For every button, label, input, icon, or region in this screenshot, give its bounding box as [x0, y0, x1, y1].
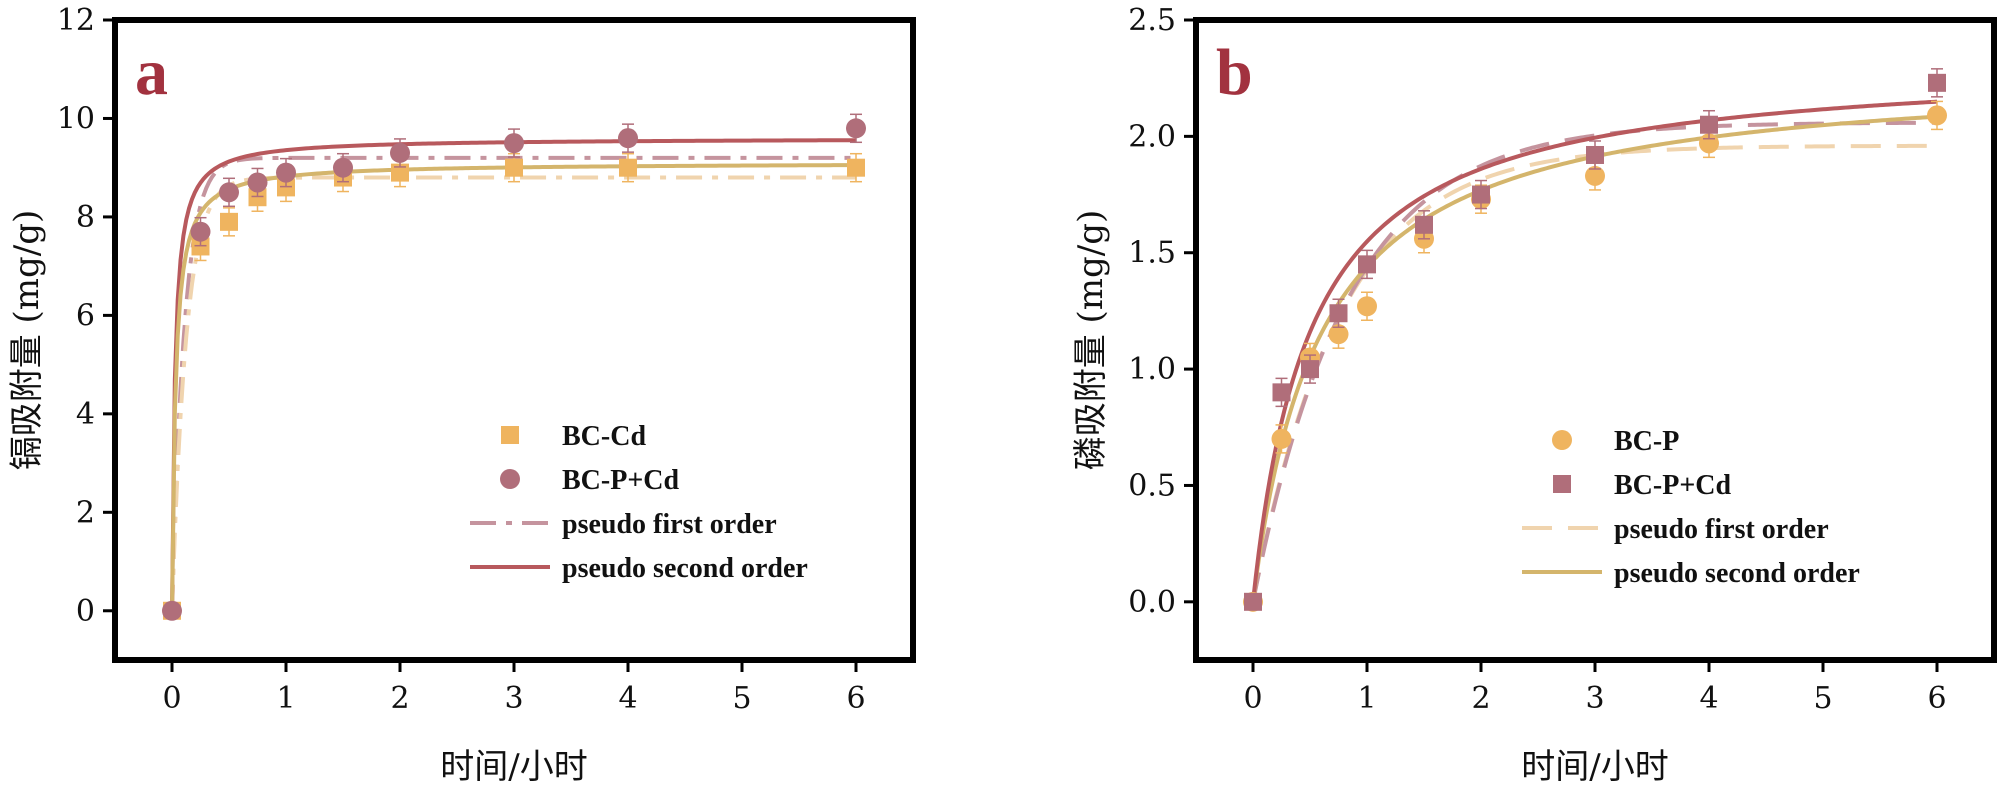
data-point-circle: [390, 142, 410, 163]
legend-label: pseudo first order: [562, 509, 777, 540]
y-axis-title: 磷吸附量 (mg/g): [1071, 210, 1111, 471]
data-point-circle: [190, 221, 211, 242]
data-point-square: [191, 237, 210, 256]
y-tick-label: 2.0: [1128, 119, 1176, 154]
panel-label: a: [135, 36, 168, 109]
legend-label: BC-P: [1614, 426, 1679, 457]
legend-label: BC-P+Cd: [562, 465, 680, 496]
y-tick-label: 0: [76, 594, 95, 629]
legend-marker-circle: [1552, 430, 1572, 450]
fit-curve-5: [1251, 99, 1938, 603]
y-tick-label: 1.0: [1128, 352, 1176, 387]
data-point-circle: [1271, 428, 1292, 449]
data-point-circle: [276, 162, 296, 183]
legend-label: pseudo second order: [1614, 558, 1860, 589]
plot-area: [1243, 68, 1947, 612]
fit-curve-2: [170, 155, 856, 611]
data-point-circle: [504, 133, 524, 154]
x-tick-label: 2: [390, 681, 409, 716]
data-point-circle: [1927, 105, 1947, 126]
data-point-circle: [846, 118, 866, 139]
data-point-circle: [1328, 324, 1349, 345]
fit-curve-3: [170, 175, 856, 611]
data-point-circle: [618, 128, 638, 149]
data-point-circle: [247, 172, 268, 193]
data-point-circle: [162, 600, 182, 621]
y-axis-title: 镉吸附量 (mg/g): [7, 210, 47, 471]
x-tick-label: 3: [1585, 681, 1604, 716]
y-tick-label: 12: [57, 3, 95, 38]
plot-area: [162, 113, 866, 621]
y-tick-label: 0.0: [1128, 585, 1176, 620]
axes-frame: [1193, 17, 1997, 663]
legend: BC-Cd BC-P+Cd pseudo first order pseudo sec…: [470, 421, 808, 584]
x-tick-label: 0: [1243, 681, 1262, 716]
x-tick-label: 5: [732, 681, 751, 716]
panel-b: 0 1 2 3 4 5 6 0.0 0.5 1.0 1.5 2.0 2.5 时间/小时 磷吸附量 (mg/g…: [1071, 3, 1997, 787]
y-tick-label: 1.5: [1128, 236, 1176, 271]
data-point-square: [1358, 255, 1376, 274]
data-point-square: [1700, 115, 1718, 134]
data-point-square: [847, 158, 865, 177]
legend-marker-circle: [500, 469, 520, 489]
fit-curve-2: [1251, 143, 1938, 603]
legend: BC-P BC-P+Cd pseudo first order pseudo seco…: [1522, 426, 1860, 589]
data-point-square: [505, 158, 523, 177]
legend-marker-square: [1553, 475, 1571, 493]
data-point-square: [1928, 73, 1946, 92]
y-tick-label: 6: [76, 298, 95, 333]
data-point-circle: [1357, 296, 1377, 317]
data-point-circle: [219, 182, 239, 203]
x-tick-label: 1: [276, 681, 295, 716]
legend-label: pseudo second order: [562, 553, 808, 584]
data-point-square: [248, 188, 267, 207]
data-point-circle: [333, 157, 353, 178]
data-point-square: [391, 163, 409, 182]
x-tick-label: 2: [1471, 681, 1490, 716]
y-tick-label: 2.5: [1128, 3, 1176, 38]
data-point-circle: [1585, 165, 1605, 186]
data-point-square: [1272, 383, 1291, 402]
x-tick-label: 6: [846, 681, 865, 716]
x-axis-title: 时间/小时: [1521, 747, 1668, 787]
x-tick-label: 6: [1927, 681, 1946, 716]
data-point-square: [1244, 592, 1262, 611]
y-tick-label: 2: [76, 495, 95, 530]
legend-label: BC-P+Cd: [1614, 470, 1732, 501]
fit-curve-4: [170, 138, 856, 611]
y-tick-label: 10: [57, 101, 95, 136]
panel-label: b: [1216, 36, 1253, 109]
data-point-square: [1301, 360, 1319, 379]
x-tick-label: 1: [1357, 681, 1376, 716]
x-tick-label: 4: [1699, 681, 1718, 716]
x-tick-label: 0: [162, 681, 181, 716]
data-point-square: [619, 158, 637, 177]
x-tick-label: 5: [1813, 681, 1832, 716]
data-point-square: [1329, 304, 1348, 323]
x-axis-title: 时间/小时: [440, 747, 587, 787]
data-point-square: [1415, 215, 1433, 234]
y-tick-label: 8: [76, 200, 95, 235]
legend-label: BC-Cd: [562, 421, 646, 452]
x-tick-label: 4: [618, 681, 637, 716]
y-tick-label: 4: [76, 397, 95, 432]
data-point-square: [277, 178, 295, 197]
legend-label: pseudo first order: [1614, 514, 1829, 545]
data-point-square: [1472, 185, 1490, 204]
x-tick-label: 3: [504, 681, 523, 716]
legend-marker-square: [501, 426, 519, 444]
data-point-square: [1586, 145, 1604, 164]
data-point-square: [220, 212, 238, 231]
fit-curve-5: [170, 163, 857, 611]
y-tick-label: 0.5: [1128, 468, 1176, 503]
